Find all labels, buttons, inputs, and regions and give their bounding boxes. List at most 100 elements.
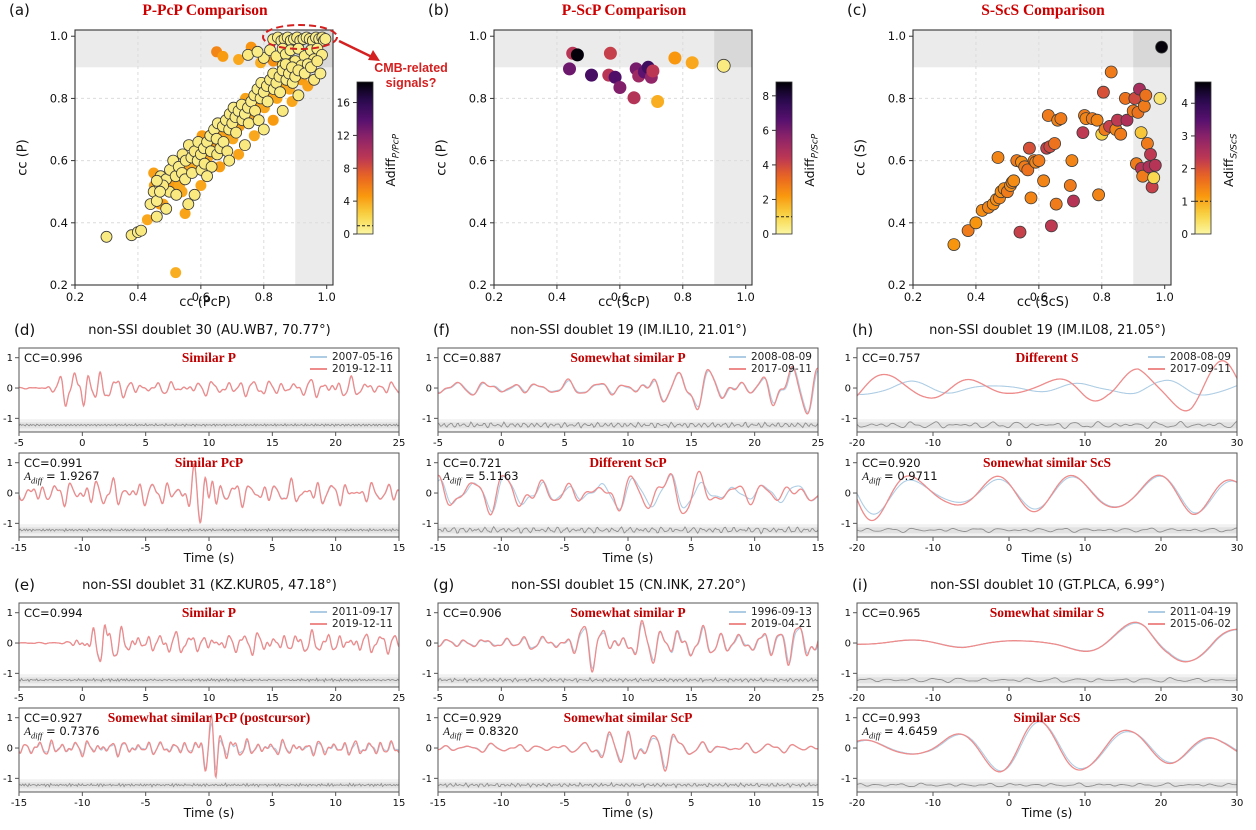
x-tick-label: 20 [1155, 693, 1168, 704]
legend-date: 2017-09-11 [1169, 363, 1231, 375]
x-tick-label: 15 [812, 798, 825, 809]
scatter-point [1134, 126, 1148, 140]
x-tick-label: -20 [849, 693, 865, 704]
scatter-point [179, 208, 191, 219]
legend-line-red-icon [309, 368, 327, 370]
y-tick-label: 0 [426, 639, 432, 650]
scatter-point [267, 114, 279, 126]
scatter-point [214, 161, 226, 173]
colorbar-tick-label: 3 [1181, 131, 1188, 143]
cc-value: CC=0.920 [862, 456, 921, 470]
x-tick-label: 25 [812, 693, 825, 704]
scatter-point [182, 198, 195, 211]
waveform-trace-red [438, 619, 818, 673]
scatter-point [242, 117, 255, 130]
x-tick-label: 10 [203, 693, 216, 704]
plot-frame [856, 707, 1238, 793]
waveform-area [857, 360, 1237, 432]
cc-value: CC=0.993 [862, 711, 921, 725]
waveform-trace-red [19, 713, 399, 780]
scatter-point [563, 62, 576, 76]
x-tick-label: -20 [849, 543, 865, 554]
x-tick-label: -15 [430, 798, 446, 809]
x-tick-label: 25 [812, 438, 825, 449]
panel-label: (i) [852, 576, 868, 594]
y-tick-label: 1 [7, 713, 13, 724]
panel-h: (h) non-SSI doublet 19 (IM.IL08, 21.05°)… [838, 320, 1256, 575]
legend: 1996-09-13 2019-04-21 [728, 606, 812, 630]
x-tick-label: 30 [1231, 693, 1244, 704]
scatter-point [252, 114, 265, 127]
plot-frame [856, 347, 1238, 433]
scatter-point [311, 55, 324, 67]
x-tick-label: 10 [1079, 543, 1092, 554]
legend: 2008-08-09 2017-09-11 [1147, 351, 1231, 375]
scatter-point [188, 188, 201, 201]
panel-label: (c) [847, 1, 867, 19]
scatter-plot: 0.20.2 0.4 0.4 0.6 0.6 0.8 0.8 1.0 1.0 0 2 4 6 8 [469, 29, 793, 304]
noise-band-inner [438, 677, 818, 684]
panel-title: S-ScS Comparison [981, 2, 1105, 19]
scatter-point [154, 185, 166, 198]
y-tick-label: 0.4 [469, 216, 487, 230]
scatter-point [233, 54, 245, 65]
legend-line-red-icon [728, 623, 746, 625]
legend-date: 2011-04-19 [1169, 606, 1231, 618]
y-tick-label: 1 [426, 458, 432, 469]
colorbar-tick-label: 0 [343, 229, 350, 241]
x-tick-label: 25 [393, 693, 406, 704]
adiff-value: Adiff = 5.1163 [443, 469, 519, 486]
panel-label: (f) [433, 321, 450, 339]
y-tick-label: 0 [7, 489, 13, 500]
colorbar-tick-label: 4 [762, 160, 769, 172]
x-tick-label: 0 [79, 693, 85, 704]
panel-title: non-SSI doublet 30 (AU.WB7, 70.77°) [88, 323, 331, 338]
y-tick-label: 0 [426, 384, 432, 395]
x-tick-label: -5 [433, 693, 443, 704]
x-tick-label: 0.6 [192, 290, 210, 304]
scatter-point [651, 95, 665, 108]
panel-title: non-SSI doublet 31 (KZ.KUR05, 47.18°) [82, 578, 337, 593]
noise-band-inner [19, 527, 399, 534]
legend-line-red-icon [1147, 368, 1165, 370]
similarity-label: Similar P [181, 605, 237, 620]
cc-value: CC=0.991 [24, 456, 83, 470]
panel-c: (c) S-ScS Comparison 0.2 0.2 0.4 0.4 0.6 0.6 0… [838, 0, 1256, 318]
waveform-area [19, 370, 399, 432]
x-tick-label: -10 [493, 543, 509, 554]
scatter-points [563, 46, 731, 108]
scatter-point [319, 33, 332, 45]
legend-line-blue-icon [309, 611, 327, 613]
cc-value: CC=0.887 [443, 351, 502, 365]
x-tick-label: 0 [79, 438, 85, 449]
threshold-band-horizontal [913, 30, 1171, 68]
cmb-ellipse [262, 24, 338, 50]
annotation-arrowhead-icon [368, 50, 380, 61]
x-tick-label: -15 [430, 543, 446, 554]
plot-frame [856, 602, 1238, 688]
x-tick-label: 0 [1006, 438, 1012, 449]
similarity-label: Somewhat similar P [570, 605, 686, 620]
legend-line-red-icon [1147, 623, 1165, 625]
x-tick-label: 10 [1079, 693, 1092, 704]
x-tick-label: 20 [748, 693, 761, 704]
legend-date: 2008-08-09 [1169, 351, 1231, 363]
waveform-trace-red [438, 365, 818, 415]
noise-trace [857, 527, 1237, 533]
y-tick-label: -1 [3, 414, 13, 425]
noise-trace [438, 676, 818, 684]
x-tick-label: 5 [142, 438, 148, 449]
scatter-point [1144, 147, 1157, 161]
threshold-band-horizontal [494, 30, 752, 68]
x-tick-label: 1.0 [737, 290, 755, 304]
x-tick-label: -20 [849, 438, 865, 449]
similarity-label: Somewhat similar P [570, 350, 686, 365]
scatter-points [100, 31, 332, 279]
noise-trace [857, 421, 1237, 429]
colorbar-tick-label: 0 [1181, 229, 1188, 241]
waveform-area [857, 474, 1237, 537]
x-tick-label: 20 [748, 438, 761, 449]
cc-value: CC=0.757 [862, 351, 921, 365]
y-tick-label: 1 [845, 713, 851, 724]
